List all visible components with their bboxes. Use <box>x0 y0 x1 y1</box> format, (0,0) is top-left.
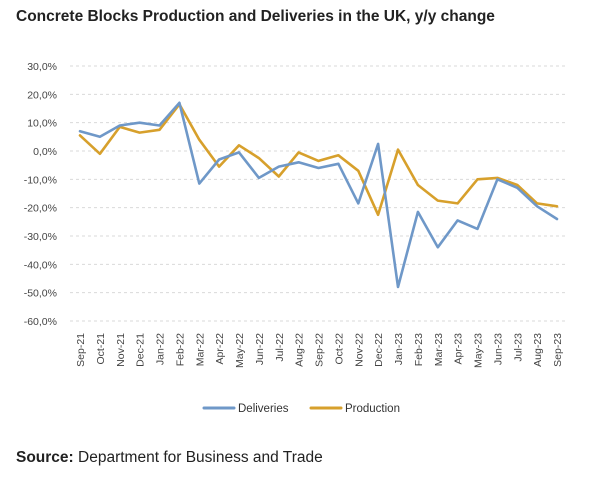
x-tick-label: Nov-21 <box>115 333 127 367</box>
x-tick-label: Jul-22 <box>274 333 286 362</box>
source-text: Department for Business and Trade <box>73 449 323 466</box>
legend: Deliveries Production <box>202 403 400 415</box>
x-tick-label: Apr-23 <box>453 333 465 365</box>
x-tick-label: Jan-22 <box>155 333 167 365</box>
x-tick-label: Dec-22 <box>373 333 385 367</box>
y-tick-label: -50,0% <box>24 288 57 300</box>
chart-title: Concrete Blocks Production and Deliverie… <box>16 8 495 25</box>
x-axis-ticks: Sep-21 Oct-21 Nov-21 Dec-21 Jan-22 Feb-22 Mar-… <box>75 333 564 368</box>
y-tick-label: 30,0% <box>27 61 57 73</box>
x-tick-label: Nov-22 <box>353 333 365 367</box>
x-tick-label: Jan-23 <box>393 333 405 365</box>
x-tick-label: Mar-23 <box>433 333 445 366</box>
x-tick-label: Jun-22 <box>254 333 266 365</box>
x-tick-label: Jul-23 <box>512 333 524 362</box>
x-tick-label: Aug-22 <box>294 333 306 367</box>
x-tick-label: Jun-23 <box>492 333 504 365</box>
x-tick-label: Sep-22 <box>314 333 326 367</box>
y-tick-label: 10,0% <box>27 118 57 130</box>
x-tick-label: Oct-21 <box>95 333 107 365</box>
x-tick-label: Sep-23 <box>552 333 564 367</box>
x-tick-label: Apr-22 <box>214 333 226 365</box>
x-tick-label: Feb-22 <box>174 333 186 366</box>
x-tick-label: Aug-23 <box>532 333 544 367</box>
y-tick-label: -20,0% <box>24 203 57 215</box>
legend-label: Production <box>345 403 400 415</box>
y-tick-label: -10,0% <box>24 174 57 186</box>
y-tick-label: -60,0% <box>24 316 57 328</box>
y-tick-label: -30,0% <box>24 231 57 243</box>
x-tick-label: Sep-21 <box>75 333 87 367</box>
x-tick-label: May-23 <box>473 333 485 368</box>
y-tick-label: -40,0% <box>24 259 57 271</box>
legend-label: Deliveries <box>238 403 289 415</box>
gridlines <box>70 65 567 322</box>
x-tick-label: May-22 <box>234 333 246 368</box>
y-tick-label: 0,0% <box>33 146 57 158</box>
x-tick-label: Oct-22 <box>333 333 345 365</box>
y-tick-label: 20,0% <box>27 89 57 101</box>
source-label: Source: <box>16 449 74 466</box>
x-tick-label: Mar-22 <box>194 333 206 366</box>
source-note: Source: Department for Business and Trad… <box>16 449 323 467</box>
line-chart: 30,0% 20,0% 10,0% 0,0% -10,0% -20,0% -30,0% -40… <box>24 61 567 415</box>
series-lines <box>78 101 559 289</box>
x-tick-label: Feb-23 <box>413 333 425 366</box>
y-axis-ticks: 30,0% 20,0% 10,0% 0,0% -10,0% -20,0% -30,0% -40… <box>24 61 57 328</box>
x-tick-label: Dec-21 <box>135 333 147 367</box>
series-line-production <box>78 103 559 217</box>
series-line-deliveries <box>78 101 559 289</box>
